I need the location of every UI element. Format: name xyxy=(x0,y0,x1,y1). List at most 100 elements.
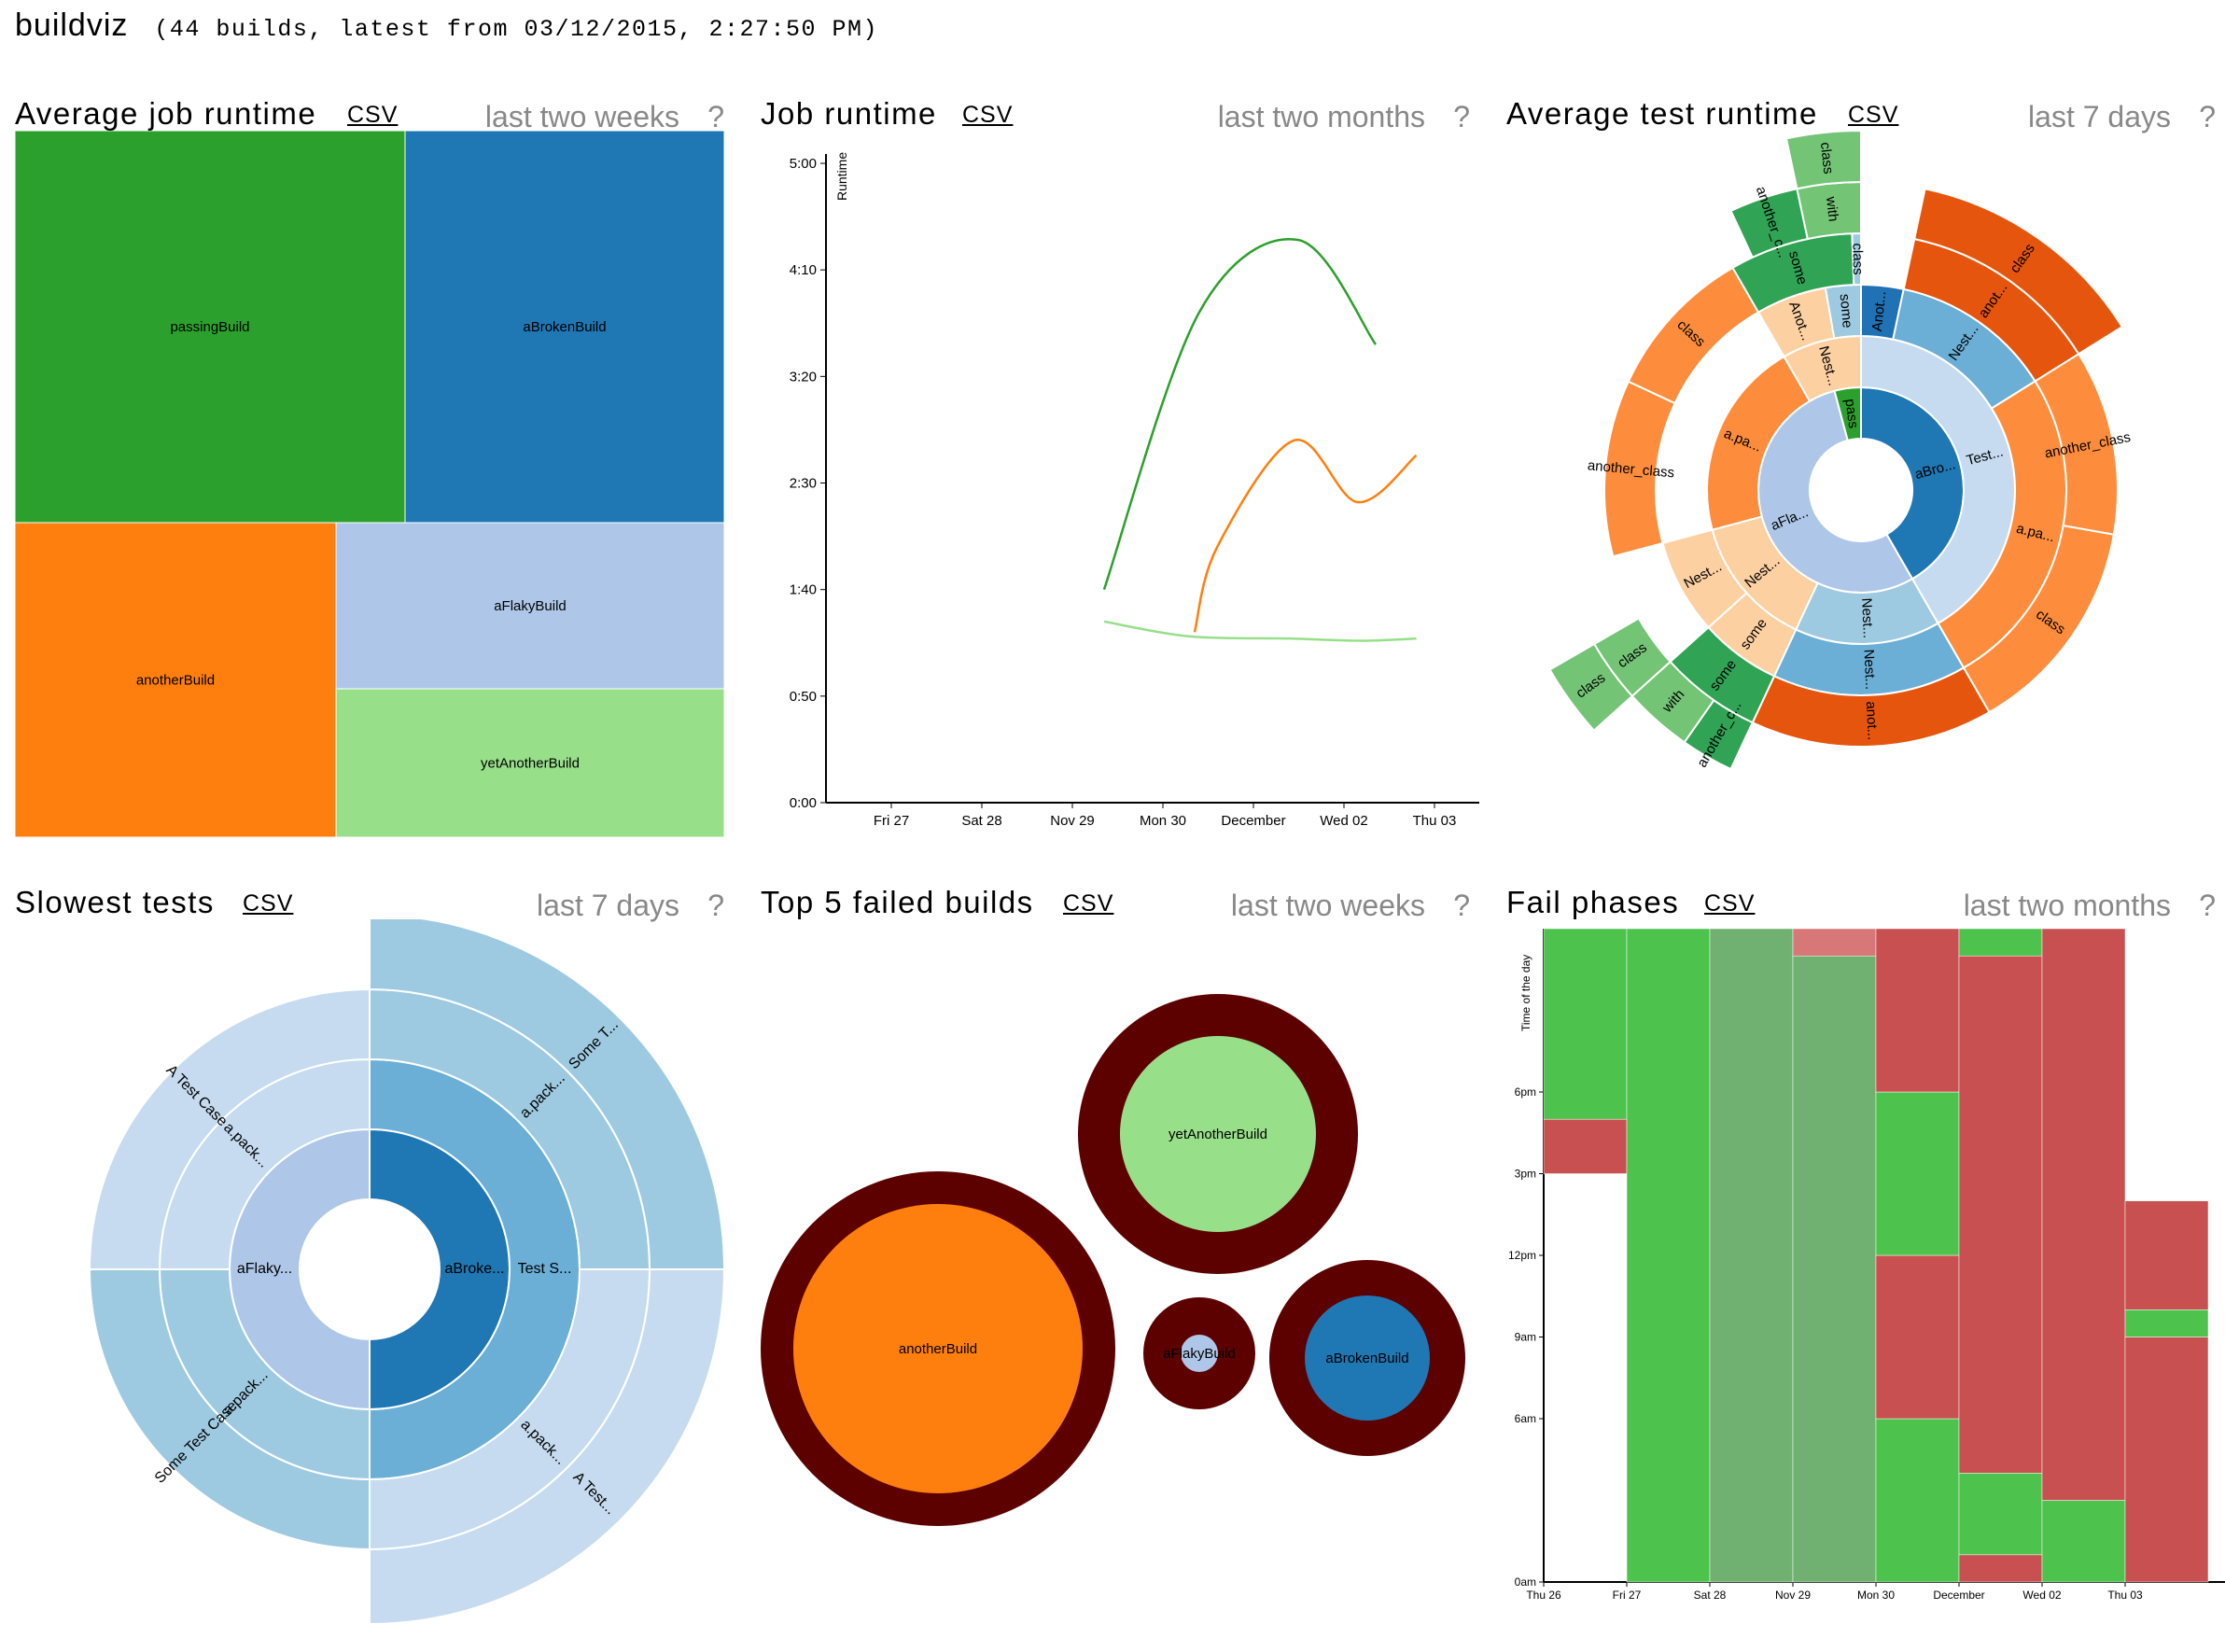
heatmap-cell xyxy=(2041,1500,2126,1583)
treemap-tile xyxy=(335,688,724,838)
line-chart: Runtime 0:00 0:50 1:40 2:30 3:20 4:10 5:00 Fri 2… xyxy=(790,152,1479,829)
bubble-inner xyxy=(1120,1036,1316,1232)
bubble-inner xyxy=(1305,1295,1430,1421)
y-tick-label: 12pm xyxy=(1508,1249,1536,1262)
help-icon[interactable]: ? xyxy=(1453,889,1470,922)
csv-link[interactable]: CSV xyxy=(347,102,399,128)
csv-link[interactable]: CSV xyxy=(1848,102,1899,128)
treemap-chart: passingBuild aBrokenBuild anotherBuild aFla… xyxy=(15,131,724,838)
treemap-tile xyxy=(15,131,406,524)
x-tick-label: Fri 27 xyxy=(874,813,909,829)
x-tick-label: Wed 02 xyxy=(1320,813,1367,829)
heatmap-chart: Time of the day 0am 6am 9am 12pm 3pm 6pm Thu 26… xyxy=(1508,928,2225,1602)
panel-fail-phases: Fail phases CSV last two months ? Time o… xyxy=(1506,877,2225,1652)
panel-title: Average job runtime xyxy=(15,96,317,131)
bubble-label: aFlakyBuild xyxy=(1163,1346,1236,1362)
panel-title: Slowest tests xyxy=(15,885,215,919)
series-line xyxy=(1193,439,1418,633)
heatmap-cell xyxy=(1709,928,1794,1583)
x-tick-label: Sat 28 xyxy=(961,813,1001,829)
treemap-tile xyxy=(15,522,337,838)
bubble-label: aBrokenBuild xyxy=(1325,1351,1408,1366)
bubble-label: anotherBuild xyxy=(899,1341,977,1357)
sunburst-segment xyxy=(1784,131,1862,190)
treemap-label: aFlakyBuild xyxy=(494,598,567,614)
y-tick-label: 9am xyxy=(1515,1331,1536,1344)
x-tick-label: Thu 26 xyxy=(1526,1589,1561,1602)
heatmap-cell xyxy=(1875,1254,1960,1420)
y-tick-label: 5:00 xyxy=(790,156,817,172)
arc-label: with xyxy=(1823,195,1841,222)
y-tick-label: 2:30 xyxy=(790,476,817,492)
series-line xyxy=(1102,238,1377,591)
panel-header: Fail phases CSV last two months ? xyxy=(1506,877,2216,924)
x-tick-label: Mon 30 xyxy=(1857,1589,1895,1602)
x-tick-label: Mon 30 xyxy=(1140,813,1186,829)
panel-title: Job runtime xyxy=(761,96,937,131)
heatmap-cell xyxy=(2124,1337,2209,1583)
heatmap-cell xyxy=(1875,928,1960,1093)
range-selector[interactable]: last two months xyxy=(1217,100,1425,133)
help-icon[interactable]: ? xyxy=(1453,100,1470,133)
heatmap-cell xyxy=(1792,928,1877,957)
x-tick-label: Thu 03 xyxy=(1413,813,1457,829)
y-tick-label: 0:00 xyxy=(790,795,817,811)
range-selector[interactable]: last two weeks xyxy=(484,100,679,133)
arc-label: class xyxy=(1849,243,1866,274)
heatmap-cell xyxy=(1958,928,2043,957)
help-icon[interactable]: ? xyxy=(2199,100,2216,133)
heatmap-cell xyxy=(1958,955,2043,1474)
heatmap-cell xyxy=(2041,928,2126,1501)
sunburst-segment xyxy=(1661,528,1748,629)
csv-link[interactable]: CSV xyxy=(243,890,294,917)
bubble-chart: anotherBuild yetAnotherBuild aFlakyBuild aB… xyxy=(761,994,1465,1526)
heatmap-cell xyxy=(2124,1309,2209,1337)
range-selector[interactable]: last 7 days xyxy=(2028,100,2171,133)
arc-label: Nest... xyxy=(1860,649,1878,690)
heatmap-cell xyxy=(1626,928,1711,1583)
panel-header: Average job runtime CSV last two weeks ? xyxy=(15,89,724,135)
heatmap-cell xyxy=(1875,1418,1960,1583)
help-icon[interactable]: ? xyxy=(707,100,724,133)
x-tick-label: December xyxy=(1933,1589,1984,1602)
arc-label: Anot... xyxy=(1869,290,1889,332)
x-tick-label: Nov 29 xyxy=(1775,1589,1811,1602)
x-tick-label: Fri 27 xyxy=(1613,1589,1642,1602)
arc-label: class xyxy=(1817,142,1836,175)
panel-average-test-runtime: Average test runtime CSV last 7 days ? a… xyxy=(1506,89,2225,863)
csv-link[interactable]: CSV xyxy=(1704,890,1756,917)
range-selector[interactable]: last two months xyxy=(1963,889,2171,922)
range-selector[interactable]: last two weeks xyxy=(1230,889,1425,922)
arc-label: anot... xyxy=(1863,701,1881,740)
panel-header: Job runtime CSV last two months ? xyxy=(761,89,1470,135)
arc-label: pass xyxy=(1841,398,1861,429)
treemap-label: aBrokenBuild xyxy=(523,319,606,335)
sunburst-segment xyxy=(1548,642,1634,733)
sunburst-segment xyxy=(369,1268,724,1626)
app-subtitle: (44 builds, latest from 03/12/2015, 2:27… xyxy=(154,16,879,43)
help-icon[interactable]: ? xyxy=(2199,889,2216,922)
panel-header: Average test runtime CSV last 7 days ? xyxy=(1506,89,2216,135)
range-selector[interactable]: last 7 days xyxy=(537,889,679,922)
y-tick-label: 0:50 xyxy=(790,689,817,705)
treemap-label: anotherBuild xyxy=(136,673,215,689)
csv-link[interactable]: CSV xyxy=(1063,890,1114,917)
x-tick-label: Sat 28 xyxy=(1694,1589,1727,1602)
arc-label: Test S... xyxy=(518,1261,572,1277)
x-tick-label: Wed 02 xyxy=(2022,1589,2061,1602)
heatmap-cell xyxy=(2124,1200,2209,1310)
app-title: buildviz xyxy=(15,7,129,43)
heatmap-cell xyxy=(1958,1473,2043,1556)
y-tick-label: 3pm xyxy=(1515,1168,1536,1181)
help-icon[interactable]: ? xyxy=(707,889,724,922)
sunburst-segment xyxy=(1912,188,2124,356)
treemap-label: passingBuild xyxy=(170,319,249,335)
heatmap-cell xyxy=(1958,1554,2043,1583)
header: buildviz (44 builds, latest from 03/12/2… xyxy=(15,7,878,54)
bubble-inner xyxy=(1181,1335,1218,1372)
arc-label: some xyxy=(1837,293,1855,329)
panel-top-failed-builds: Top 5 failed builds CSV last two weeks ?… xyxy=(761,877,1498,1652)
treemap-tile xyxy=(404,131,724,524)
csv-link[interactable]: CSV xyxy=(962,102,1014,128)
y-tick-label: 0am xyxy=(1515,1575,1536,1589)
